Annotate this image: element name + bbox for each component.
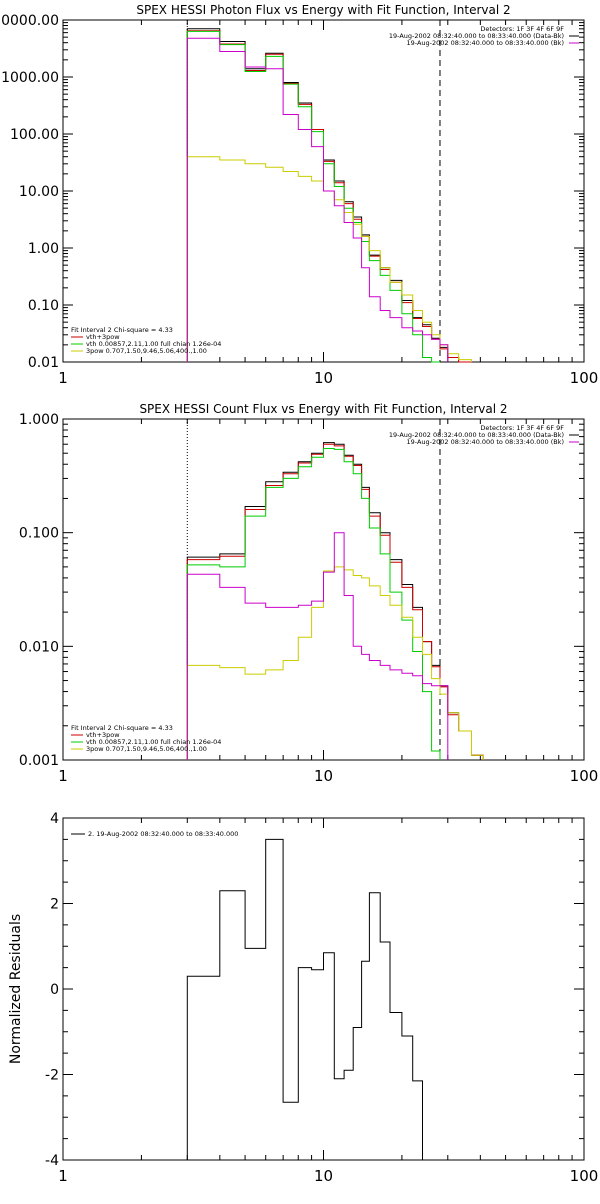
y-tick-label: -2: [45, 1068, 59, 1084]
series-data-line: [186, 442, 484, 760]
legend-label: 3pow 0.707,1.50,9.46,5.06,400.,1.00: [86, 347, 207, 355]
series-thermal-line: [186, 30, 440, 363]
series-background-line: [186, 37, 449, 362]
legend-label: 2. 19-Aug-2002 08:32:40.000 to 08:33:40.…: [88, 830, 238, 838]
legend-label: 3pow 0.707,1.50,9.46,5.06,400.,1.00: [86, 745, 207, 753]
y-tick-label: 2: [50, 897, 59, 913]
plot-frame: [62, 817, 585, 1161]
x-tick-label: 10: [314, 369, 333, 387]
legend-header: Fit Interval 2 Chi-square = 4.33: [71, 724, 173, 732]
series-thermal-line: [186, 448, 441, 760]
header-line: 19-Aug-2002 08:32:40.000 to 08:33:40.000…: [389, 431, 564, 439]
x-tick-label: 100: [570, 1167, 599, 1185]
x-tick-label: 1: [58, 369, 68, 387]
y-tick-label: 4: [50, 811, 59, 827]
y-tick-label: 0.10: [28, 298, 59, 314]
y-tick-label: 0.100: [19, 526, 59, 542]
y-tick-label: 10.00: [19, 184, 59, 200]
series-background-line: [186, 532, 449, 760]
y-tick-label: 1.00: [28, 241, 59, 257]
y-tick-label: 0: [50, 982, 59, 998]
x-tick-label: 10: [314, 767, 333, 785]
legend-label: vth 0.00857,2.11,1.00 full chian 1.26e-0…: [86, 738, 221, 746]
y-tick-label: 1000.00: [1, 70, 59, 86]
y-tick-label: 10000.00: [0, 13, 59, 29]
y-tick-label: 0.01: [28, 355, 59, 371]
y-tick-label: 1.000: [19, 412, 59, 428]
legend-label: vth+3pow: [86, 333, 120, 341]
header-line: 19-Aug-2002 08:32:40.000 to 08:33:40.000…: [389, 32, 564, 40]
header-line: Detectors: 1F 3F 4F 6F 9F: [480, 424, 564, 432]
y-tick-label: 0.001: [19, 753, 59, 769]
series-power-law-line: [186, 156, 472, 362]
legend-label: vth 0.00857,2.11,1.00 full chian 1.26e-0…: [86, 340, 221, 348]
y-tick-label: -4: [45, 1153, 59, 1169]
header-line: 19-Aug-2002 08:32:40.000 to 08:33:40.000…: [407, 438, 564, 446]
legend-label: vth+3pow: [86, 731, 120, 739]
x-tick-label: 1: [58, 1167, 68, 1185]
series-data-line: [186, 28, 472, 363]
series-power-law-line: [186, 566, 484, 760]
chart-title: SPEX HESSI Photon Flux vs Energy with Fi…: [136, 3, 510, 17]
series-residuals-line: [186, 838, 423, 1160]
x-tick-label: 1: [58, 767, 68, 785]
header-line: 19-Aug-2002 08:32:40.000 to 08:33:40.000…: [407, 39, 564, 47]
x-tick-label: 100: [570, 369, 599, 387]
y-tick-label: 0.010: [19, 639, 59, 655]
y-axis-label: Normalized Residuals: [8, 914, 24, 1064]
series-fit-total-line: [186, 30, 472, 363]
x-tick-label: 10: [314, 1167, 333, 1185]
header-line: Detectors: 1F 3F 4F 6F 9F: [480, 25, 564, 33]
y-tick-label: 100.00: [10, 127, 59, 143]
chart-title: SPEX HESSI Count Flux vs Energy with Fit…: [139, 402, 507, 416]
series-fit-total-line: [186, 443, 484, 760]
x-tick-label: 100: [570, 767, 599, 785]
legend-header: Fit Interval 2 Chi-square = 4.33: [71, 326, 173, 334]
